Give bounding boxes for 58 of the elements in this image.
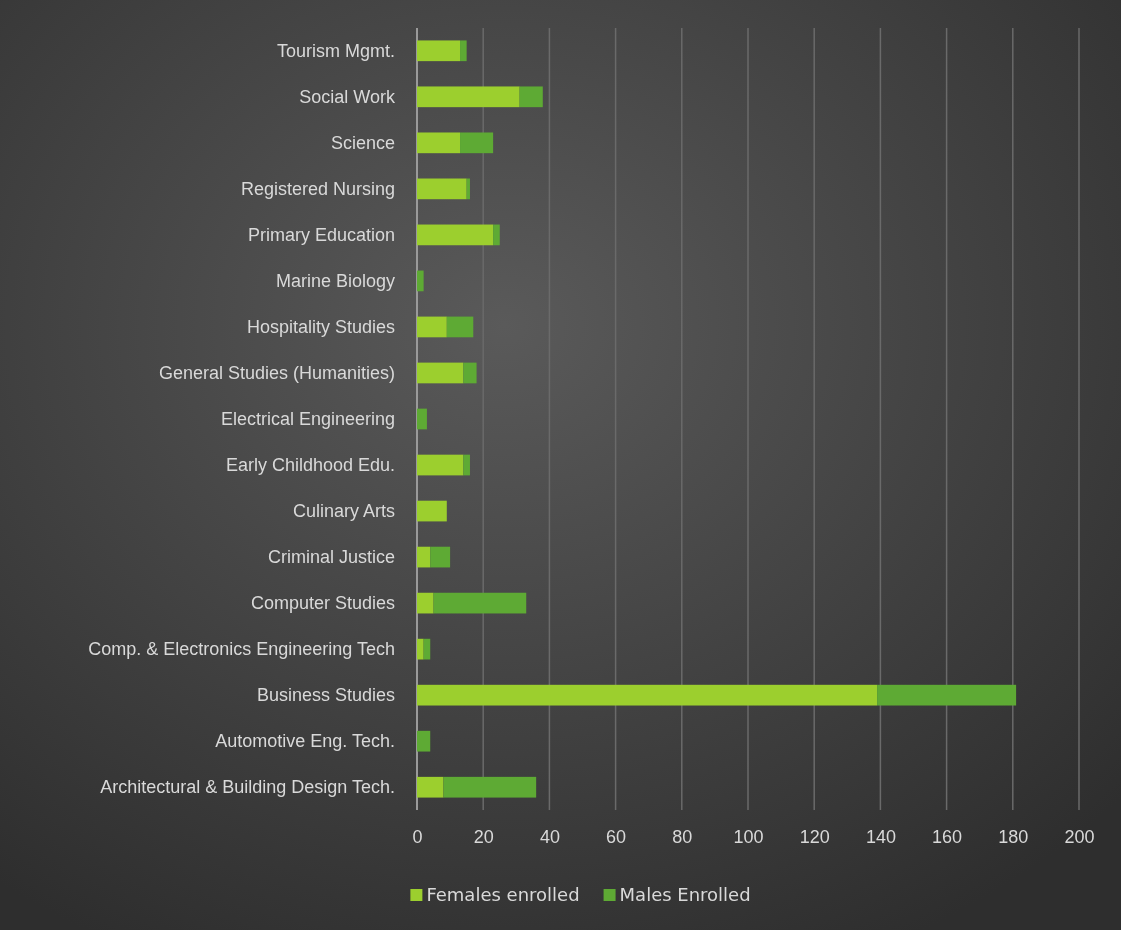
bar: [417, 408, 427, 430]
y-tick-label: Business Studies: [256, 684, 395, 705]
x-tick-label: 40: [539, 826, 560, 847]
y-tick-label: Tourism Mgmt.: [276, 40, 395, 61]
bar: [417, 316, 447, 338]
bar: [433, 592, 527, 614]
y-tick-label: Electrical Engineering: [220, 408, 395, 429]
y-tick-label: Hospitality Studies: [246, 316, 395, 337]
bar: [519, 86, 543, 108]
bar: [417, 86, 520, 108]
bar: [460, 40, 467, 62]
x-tick-label: 140: [865, 826, 896, 847]
bar: [417, 500, 447, 522]
bar: [417, 270, 424, 292]
y-tick-label: Science: [330, 132, 395, 153]
bar: [417, 684, 878, 706]
x-tick-label: 0: [412, 826, 423, 847]
y-tick-label: Criminal Justice: [267, 546, 395, 567]
x-tick-label: 100: [733, 826, 764, 847]
y-tick-label: Computer Studies: [250, 592, 395, 613]
bar: [463, 454, 470, 476]
x-tick-label: 200: [1064, 826, 1095, 847]
bar: [463, 362, 477, 384]
bar: [417, 132, 461, 154]
y-tick-label: Early Childhood Edu.: [225, 454, 395, 475]
bar: [417, 730, 431, 752]
x-tick-label: 180: [998, 826, 1029, 847]
x-tick-label: 160: [932, 826, 963, 847]
bar: [417, 776, 444, 798]
bar: [430, 546, 451, 568]
x-tick-label: 80: [672, 826, 693, 847]
bar: [417, 592, 434, 614]
bar: [877, 684, 1017, 706]
y-tick-label: Architectural & Building Design Tech.: [100, 776, 395, 797]
legend-label: Females enrolled: [426, 884, 580, 905]
bar: [417, 454, 464, 476]
legend-label: Males Enrolled: [619, 884, 751, 905]
bar: [460, 132, 494, 154]
y-tick-label: Marine Biology: [275, 270, 395, 291]
y-tick-label: Comp. & Electronics Engineering Tech: [88, 638, 395, 659]
x-tick-label: 120: [799, 826, 830, 847]
bar: [417, 224, 494, 246]
y-tick-label: General Studies (Humanities): [158, 362, 395, 383]
y-tick-label: Registered Nursing: [240, 178, 395, 199]
bar: [417, 40, 461, 62]
bar: [417, 638, 424, 660]
y-tick-label: Culinary Arts: [292, 500, 395, 521]
x-tick-label: 60: [606, 826, 627, 847]
bar: [417, 546, 431, 568]
bar: [446, 316, 474, 338]
bar: [417, 178, 467, 200]
y-tick-label: Automotive Eng. Tech.: [215, 730, 395, 751]
bar: [417, 362, 464, 384]
bar: [443, 776, 537, 798]
y-tick-label: Primary Education: [247, 224, 395, 245]
y-tick-label: Social Work: [299, 86, 396, 107]
x-tick-label: 20: [473, 826, 494, 847]
bar: [493, 224, 500, 246]
